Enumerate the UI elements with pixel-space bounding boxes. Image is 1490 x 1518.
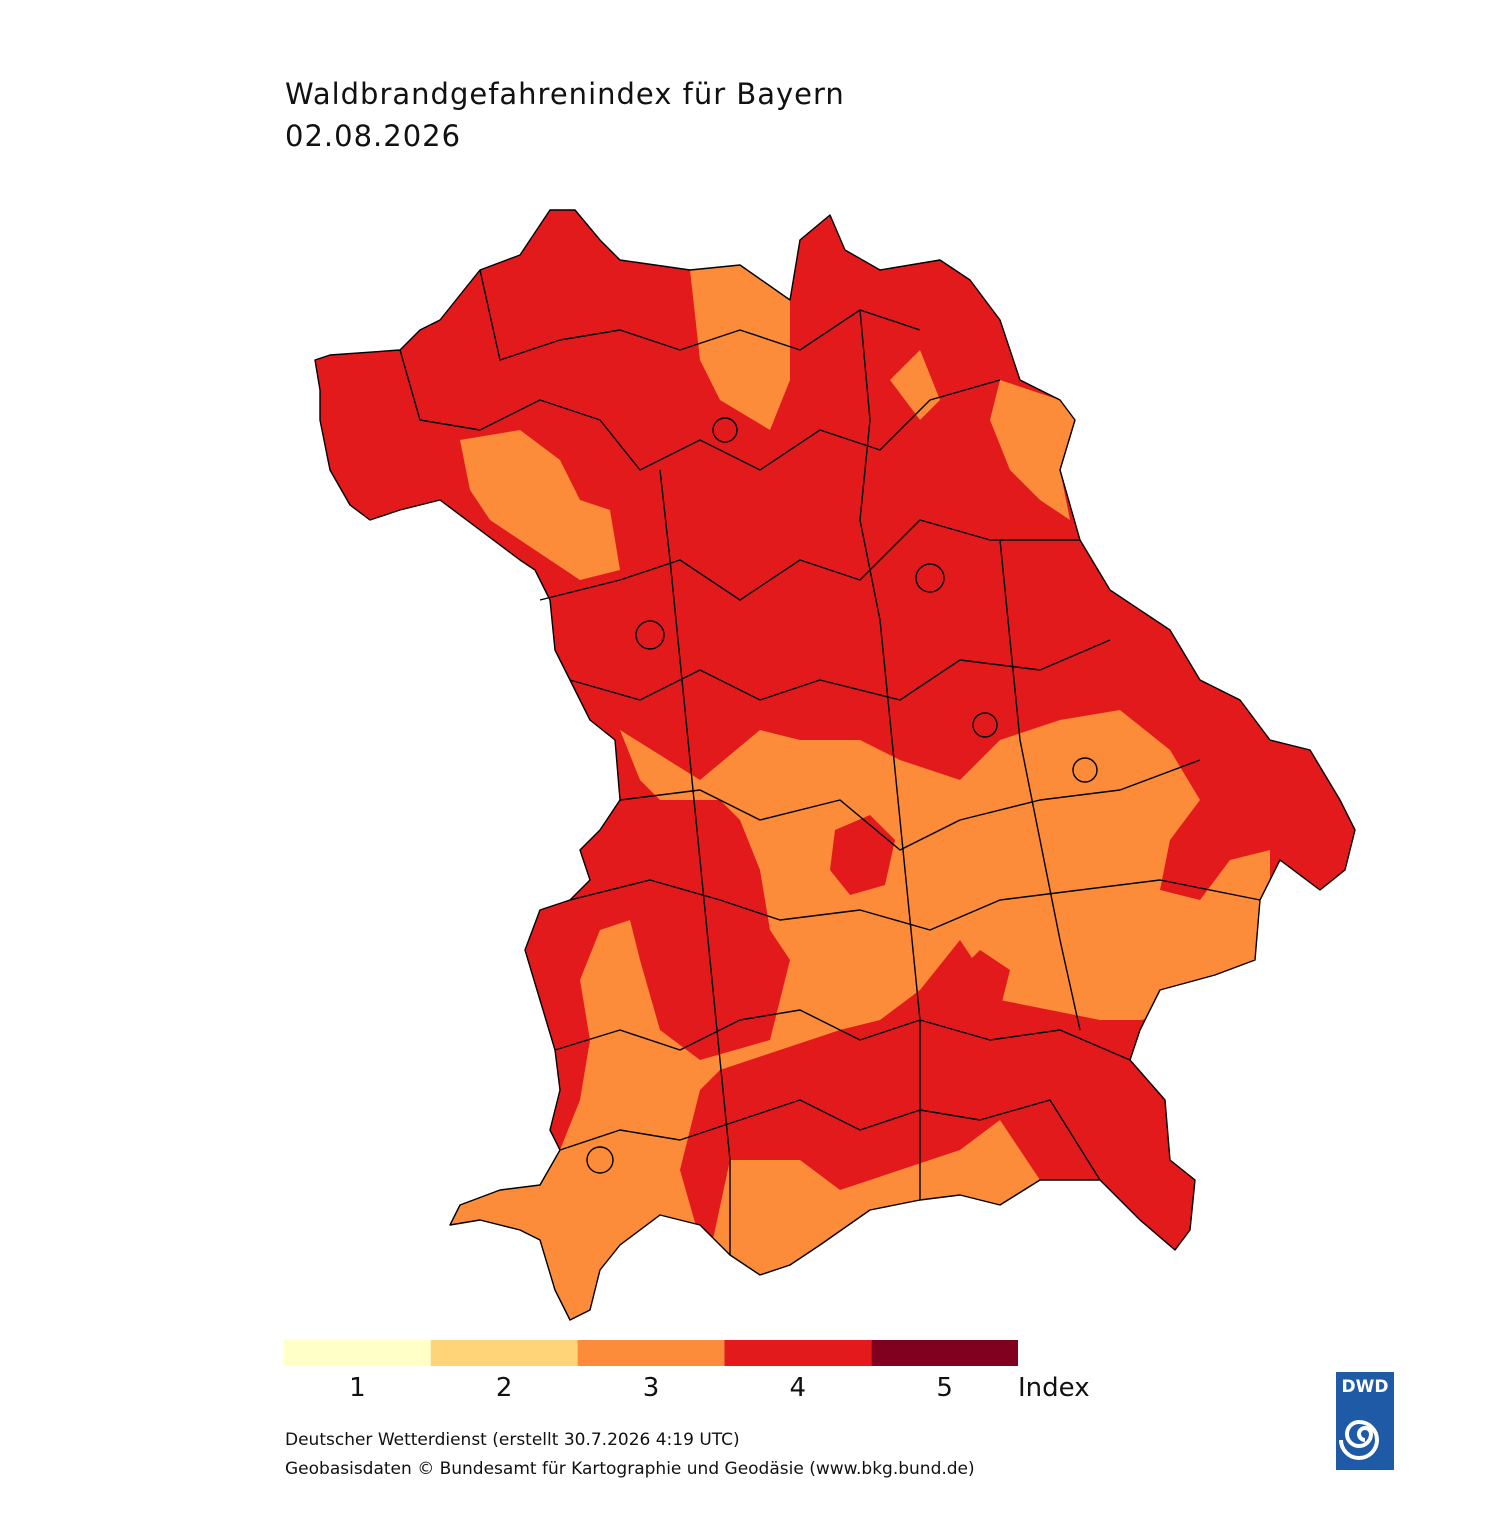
legend-label: 5 (936, 1373, 953, 1403)
legend-label: 2 (496, 1373, 513, 1403)
legend: 1 2 3 4 5 (284, 1340, 1018, 1403)
legend-label: 3 (643, 1373, 660, 1403)
dwd-logo: DWD (1336, 1372, 1394, 1470)
map (314, 209, 1356, 1321)
logo-text: DWD (1342, 1377, 1389, 1397)
legend-swatch (871, 1340, 1018, 1366)
legend-unit: Index (1018, 1373, 1090, 1403)
red-patches (830, 815, 1010, 1020)
legend-swatch (284, 1340, 431, 1366)
logo-swirl (1339, 1419, 1379, 1460)
legend-swatch (724, 1340, 872, 1366)
legend-label: 4 (790, 1373, 807, 1403)
footer-line: Deutscher Wetterdienst (erstellt 30.7.20… (285, 1430, 740, 1450)
legend-label: 1 (349, 1373, 366, 1403)
legend-swatch (430, 1340, 578, 1366)
map-title: Waldbrandgefahrenindex für Bayern (285, 77, 845, 111)
district-borders (399, 269, 1261, 1255)
legend-swatch (577, 1340, 725, 1366)
map-date: 02.08.2026 (285, 119, 461, 153)
footer-line: Geobasisdaten © Bundesamt für Kartograph… (285, 1459, 975, 1479)
